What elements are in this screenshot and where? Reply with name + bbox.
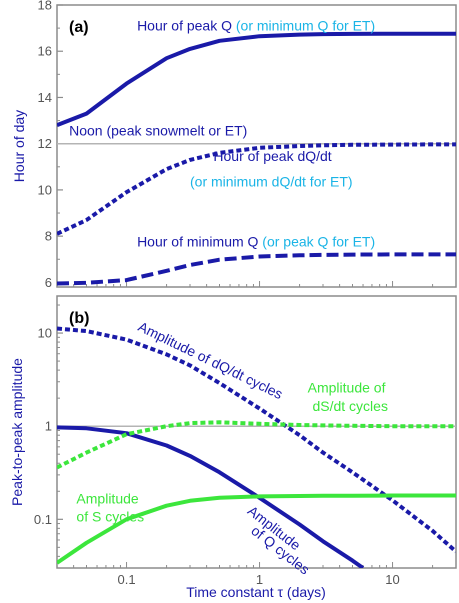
y-tick-label: 18	[38, 0, 52, 13]
annotation-b-2: dS/dt cycles	[312, 398, 387, 414]
series-line-amp-dsdt	[57, 420, 456, 470]
x-tick-label: 10	[385, 572, 399, 587]
annotation-b-3: Amplitude	[76, 490, 138, 506]
series-line-peak-dqdt	[57, 142, 456, 236]
panel-a-x-ticks	[56, 281, 457, 287]
annotation-part: Amplitude of dQ/dt cycles	[136, 318, 286, 402]
series-line-amp-s	[57, 493, 456, 565]
panel-b-y-ticks: 0.1 1 10	[34, 304, 63, 569]
annotation-part: (or minimum Q for ET)	[232, 17, 375, 33]
panel-a: 6 8 10 12 14 16 18 Hour of peak Q (or minimum …	[11, 0, 457, 290]
x-axis-title: Time constant τ (days)	[186, 584, 326, 600]
annotation-part: (or peak Q for ET)	[258, 234, 375, 250]
annotation-part: dS/dt cycles	[312, 398, 387, 414]
panel-b-y-axis-title: Peak-to-peak amplitude	[9, 358, 25, 506]
panel-b-series	[57, 326, 456, 568]
annotation-part: Hour of peak Q	[137, 17, 232, 33]
annotation-b-1: Amplitude of	[308, 379, 386, 395]
y-tick-label: 0.1	[34, 512, 52, 527]
annotation-a-1: Noon (peak snowmelt or ET)	[69, 123, 247, 139]
annotation-part: Amplitude	[76, 490, 138, 506]
x-tick-label: 0.1	[118, 572, 136, 587]
panel-a-y-axis-title: Hour of day	[11, 110, 27, 182]
y-tick-label: 1	[45, 419, 52, 434]
annotation-part: Amplitude of	[308, 379, 386, 395]
panel-b-x-ticks: 0.1 1 10	[56, 562, 457, 587]
y-tick-label: 14	[38, 90, 52, 105]
panel-b-annotations: Amplitude of dQ/dt cycles Amplitude of dS/…	[76, 318, 388, 577]
y-tick-label: 6	[45, 275, 52, 290]
y-tick-label: 8	[45, 229, 52, 244]
series-line-min-q	[57, 252, 456, 286]
panel-b-frame	[56, 295, 457, 569]
y-tick-label: 16	[38, 44, 52, 59]
annotation-part: Hour of minimum Q	[137, 234, 258, 250]
annotation-part: (or minimum dQ/dt for ET)	[190, 173, 353, 189]
panel-b-label: (b)	[69, 310, 89, 327]
annotation-part: Noon (peak snowmelt or ET)	[69, 123, 247, 139]
y-tick-label: 12	[38, 136, 52, 151]
panel-a-annotations: Hour of peak Q (or minimum Q for ET) Noon…	[69, 17, 375, 249]
annotation-a-0: Hour of peak Q (or minimum Q for ET)	[137, 17, 375, 33]
annotation-part: of S cycles	[76, 508, 144, 524]
series-line-peak-q	[57, 31, 456, 128]
panel-a-series	[57, 31, 456, 286]
series-line-amp-q	[57, 425, 365, 568]
y-tick-label: 10	[38, 182, 52, 197]
series-line-amp-dqdt	[57, 326, 456, 554]
annotation-a-2: Hour of peak dQ/dt	[213, 148, 331, 164]
annotation-a-4: Hour of minimum Q (or peak Q for ET)	[137, 234, 375, 250]
annotation-a-3: (or minimum dQ/dt for ET)	[190, 173, 353, 189]
annotation-b-4: of S cycles	[76, 508, 144, 524]
x-tick-label: 1	[256, 572, 263, 587]
panel-a-y-ticks: 6 8 10 12 14 16 18	[38, 0, 63, 290]
annotation-part: Hour of peak dQ/dt	[213, 148, 331, 164]
annotation-b-0: Amplitude of dQ/dt cycles	[136, 318, 286, 402]
y-tick-label: 10	[38, 326, 52, 341]
panel-a-label: (a)	[69, 19, 89, 36]
